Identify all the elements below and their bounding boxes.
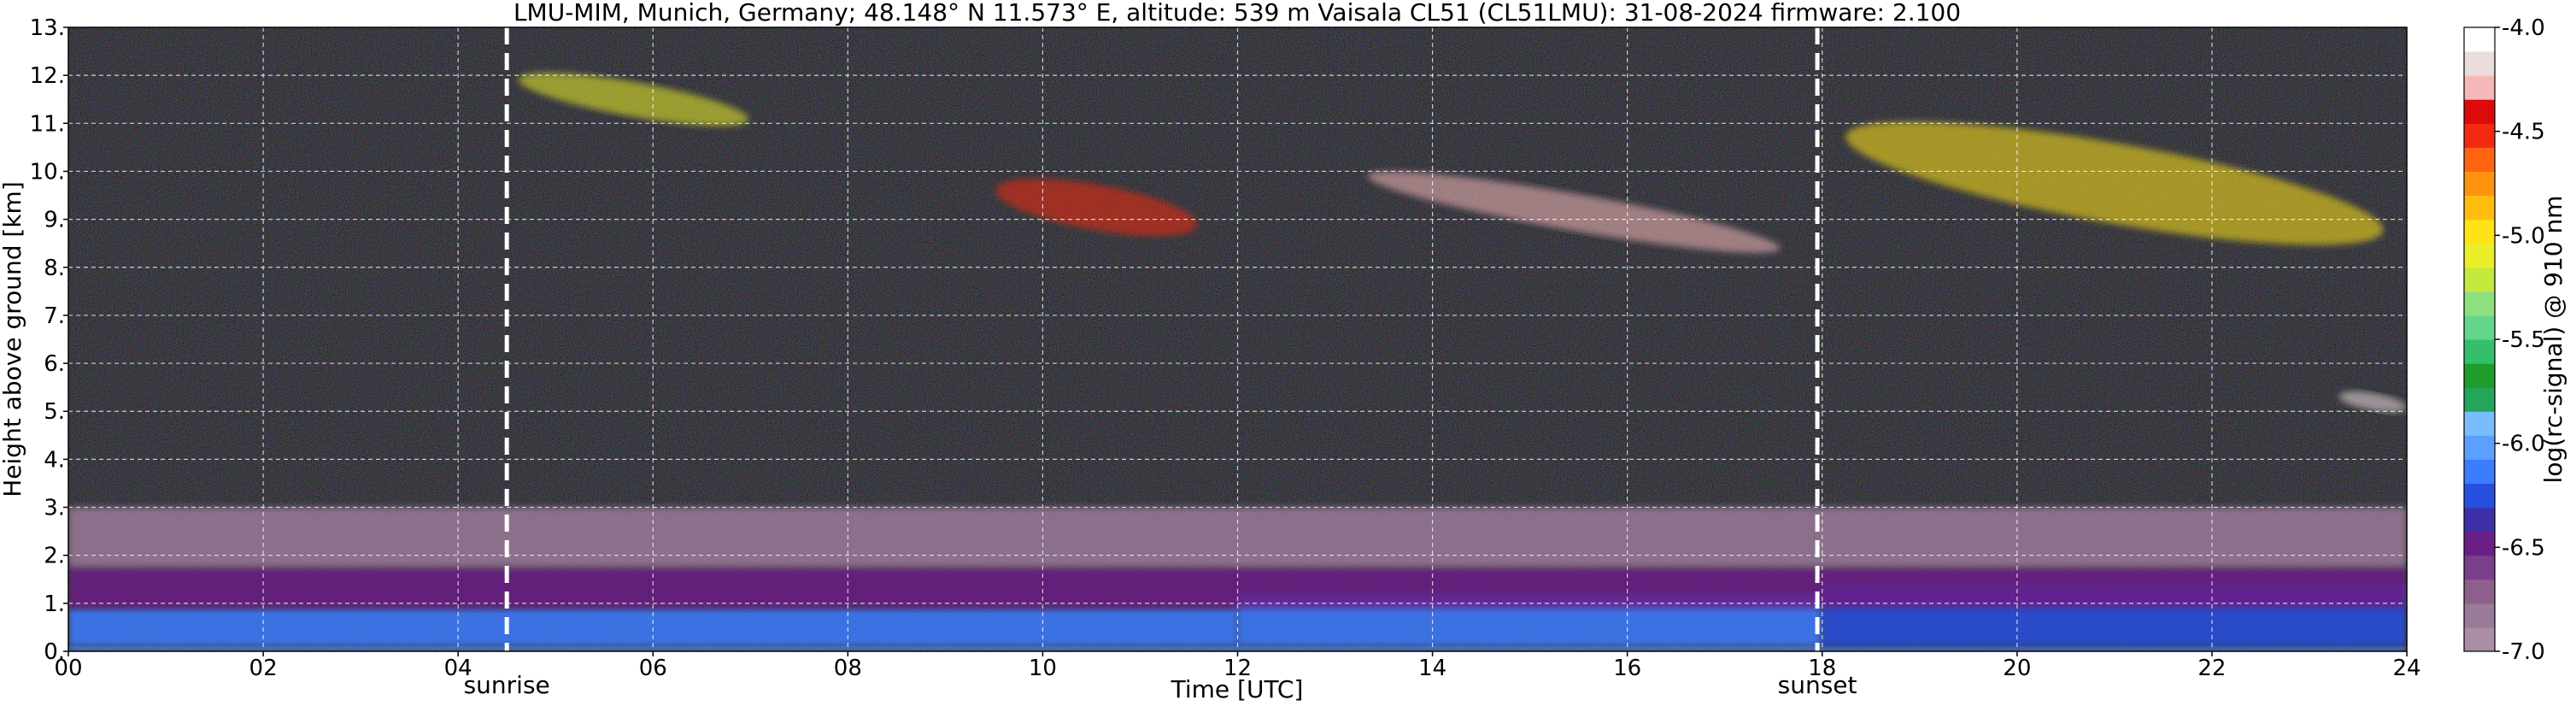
x-tick-label: 02 xyxy=(249,656,278,681)
x-tick-label: 10 xyxy=(1029,656,1057,681)
colorbar-segment xyxy=(2464,555,2495,580)
colorbar-tick-label: -7.0 xyxy=(2502,639,2545,665)
colorbar-segment xyxy=(2464,99,2495,124)
colorbar-segment xyxy=(2464,315,2495,340)
y-tick-label: 13. xyxy=(30,15,65,41)
y-tick-label: 8. xyxy=(44,256,65,281)
chart-title: LMU-MIM, Munich, Germany; 48.148° N 11.5… xyxy=(513,0,1961,26)
colorbar-segment xyxy=(2464,51,2495,76)
x-axis-ticks: 00 02 04 06 08 10 12 14 16 18 20 22 24 xyxy=(54,651,2421,681)
colorbar-tick-label: -6.0 xyxy=(2502,432,2545,457)
colorbar-tick-label: -4.5 xyxy=(2502,120,2545,145)
colorbar-label: log(rc-signal) @ 910 nm xyxy=(2539,196,2567,484)
cloud-feature xyxy=(1845,121,2384,245)
x-tick-label: 18 xyxy=(1808,656,1836,681)
y-tick-label: 3. xyxy=(44,496,65,521)
x-tick-label: 16 xyxy=(1613,656,1641,681)
colorbar-tick-label: -6.5 xyxy=(2502,535,2545,561)
cloud-feature xyxy=(1367,171,1781,253)
cloud-features xyxy=(518,73,2407,413)
y-tick-label: 12. xyxy=(30,63,65,89)
colorbar-segment xyxy=(2464,291,2495,316)
colorbar-segment xyxy=(2464,147,2495,172)
y-tick-label: 11. xyxy=(30,111,65,137)
x-tick-label: 14 xyxy=(1418,656,1446,681)
colorbar-segment xyxy=(2464,219,2495,244)
colorbar-tick-label: -5.0 xyxy=(2502,223,2545,249)
y-tick-label: 7. xyxy=(44,303,65,329)
colorbar-tick-label: -4.0 xyxy=(2502,15,2545,41)
colorbar-segment xyxy=(2464,507,2495,532)
backscatter-layer xyxy=(68,646,2407,651)
sun-event-label: sunrise xyxy=(464,671,550,699)
colorbar-segment xyxy=(2464,243,2495,268)
y-tick-label: 1. xyxy=(44,591,65,617)
x-tick-label: 06 xyxy=(639,656,667,681)
colorbar-segment xyxy=(2464,171,2495,197)
colorbar: -4.0 -4.5 -5.0 -5.5 -6.0 -6.5 -7.0 xyxy=(2463,15,2545,665)
colorbar-segment xyxy=(2464,459,2495,484)
colorbar-segment xyxy=(2464,75,2495,100)
x-tick-label: 12 xyxy=(1223,656,1252,681)
backscatter-layer xyxy=(68,567,2407,609)
colorbar-segment xyxy=(2464,411,2495,436)
x-axis-label: Time [UTC] xyxy=(1171,675,1304,703)
x-tick-label: 00 xyxy=(54,656,82,681)
y-tick-label: 4. xyxy=(44,447,65,473)
plot-area xyxy=(68,27,2407,651)
colorbar-segment xyxy=(2464,387,2495,412)
colorbar-segment xyxy=(2464,267,2495,292)
x-tick-label: 20 xyxy=(2003,656,2031,681)
x-tick-label: 22 xyxy=(2198,656,2226,681)
cloud-feature xyxy=(2338,391,2407,413)
colorbar-segment xyxy=(2464,531,2495,556)
y-tick-label: 2. xyxy=(44,544,65,569)
colorbar-segment xyxy=(2464,627,2495,652)
y-tick-label: 10. xyxy=(30,159,65,185)
sun-event-labels: sunrise sunset xyxy=(464,671,1857,699)
x-tick-label: 04 xyxy=(444,656,472,681)
y-tick-label: 5. xyxy=(44,399,65,425)
colorbar-segment xyxy=(2464,339,2495,364)
y-tick-label: 0. xyxy=(44,639,65,665)
colorbar-tick-label: -5.5 xyxy=(2502,327,2545,353)
colorbar-segment xyxy=(2464,579,2495,604)
x-tick-label: 08 xyxy=(834,656,862,681)
colorbar-segment xyxy=(2464,27,2495,52)
grid-lines xyxy=(68,27,2407,651)
colorbar-segment xyxy=(2464,435,2495,460)
colorbar-segment xyxy=(2464,363,2495,388)
y-axis-ticks: 0. 1. 2. 3. 4. 5. 6. 7. 8. 9. 10. 11. 12. 13. xyxy=(30,15,68,665)
colorbar-segment xyxy=(2464,195,2495,221)
colorbar-segment xyxy=(2464,483,2495,509)
x-tick-label: 24 xyxy=(2392,656,2421,681)
cloud-feature xyxy=(518,73,749,126)
sun-event-label: sunset xyxy=(1778,671,1857,699)
y-tick-label: 6. xyxy=(44,351,65,377)
colorbar-segment xyxy=(2464,603,2495,628)
y-tick-label: 9. xyxy=(44,208,65,233)
colorbar-segment xyxy=(2464,123,2495,148)
sun-event-lines xyxy=(504,27,1820,651)
cloud-feature xyxy=(995,179,1198,236)
y-axis-label: Height above ground [km] xyxy=(0,181,26,497)
